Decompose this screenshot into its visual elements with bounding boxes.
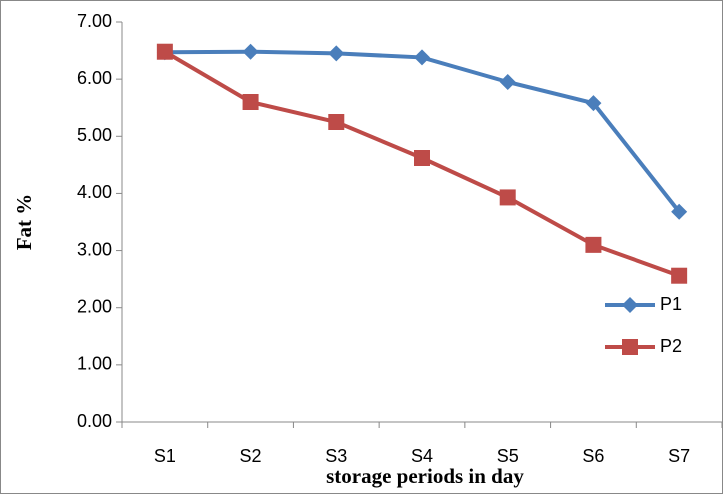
y-tick-label: 1.00: [77, 354, 112, 374]
legend-label: P2: [660, 336, 682, 356]
point: [414, 150, 430, 166]
legend-label: P1: [660, 294, 682, 314]
x-tick-label: S1: [154, 446, 176, 466]
x-axis-label: storage periods in day: [326, 464, 524, 488]
point: [242, 43, 259, 60]
x-tick-label: S3: [325, 446, 347, 466]
point: [671, 203, 688, 220]
point: [328, 114, 345, 130]
point: [328, 45, 345, 62]
x-tick-label: S2: [240, 446, 262, 466]
y-tick-label: 3.00: [77, 239, 112, 259]
point: [242, 94, 259, 110]
legend-marker: [622, 297, 638, 313]
y-axis-label: Fat %: [12, 194, 36, 251]
point: [156, 43, 173, 60]
y-tick-label: 6.00: [77, 68, 112, 88]
point: [499, 189, 516, 206]
y-tick-label: 0.00: [77, 411, 112, 431]
y-tick-label: 5.00: [77, 125, 112, 145]
x-tick-label: S4: [411, 446, 433, 466]
point: [585, 236, 602, 253]
point: [671, 267, 688, 284]
point: [414, 49, 430, 66]
point: [499, 74, 516, 90]
x-tick-label: S6: [582, 446, 604, 466]
y-tick-label: 4.00: [77, 182, 112, 202]
y-tick-label: 7.00: [77, 11, 112, 31]
point: [585, 95, 602, 112]
y-tick-label: 2.00: [77, 296, 112, 316]
x-tick-label: S7: [668, 446, 690, 466]
legend-marker: [622, 339, 638, 355]
x-tick-label: S5: [497, 446, 519, 466]
